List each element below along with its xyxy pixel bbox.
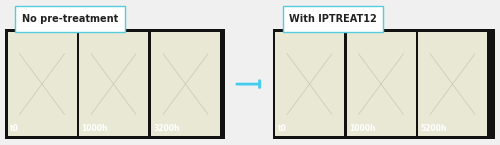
Text: t0: t0	[10, 124, 19, 133]
Bar	[15, 6, 125, 32]
Bar	[5, 29, 225, 139]
Bar	[79, 32, 148, 136]
Text: 3200h: 3200h	[154, 124, 180, 133]
Bar	[282, 6, 382, 32]
Text: 1000h: 1000h	[82, 124, 108, 133]
Text: With IPTREAT12: With IPTREAT12	[288, 14, 376, 24]
Text: No pre-treatment: No pre-treatment	[22, 14, 118, 24]
Bar	[272, 29, 495, 139]
Bar	[418, 32, 487, 136]
Bar	[8, 32, 76, 136]
Text: t0: t0	[278, 124, 286, 133]
Bar	[151, 32, 220, 136]
Bar	[346, 32, 416, 136]
Bar	[275, 32, 344, 136]
Text: 5200h: 5200h	[420, 124, 447, 133]
Text: 1000h: 1000h	[349, 124, 376, 133]
